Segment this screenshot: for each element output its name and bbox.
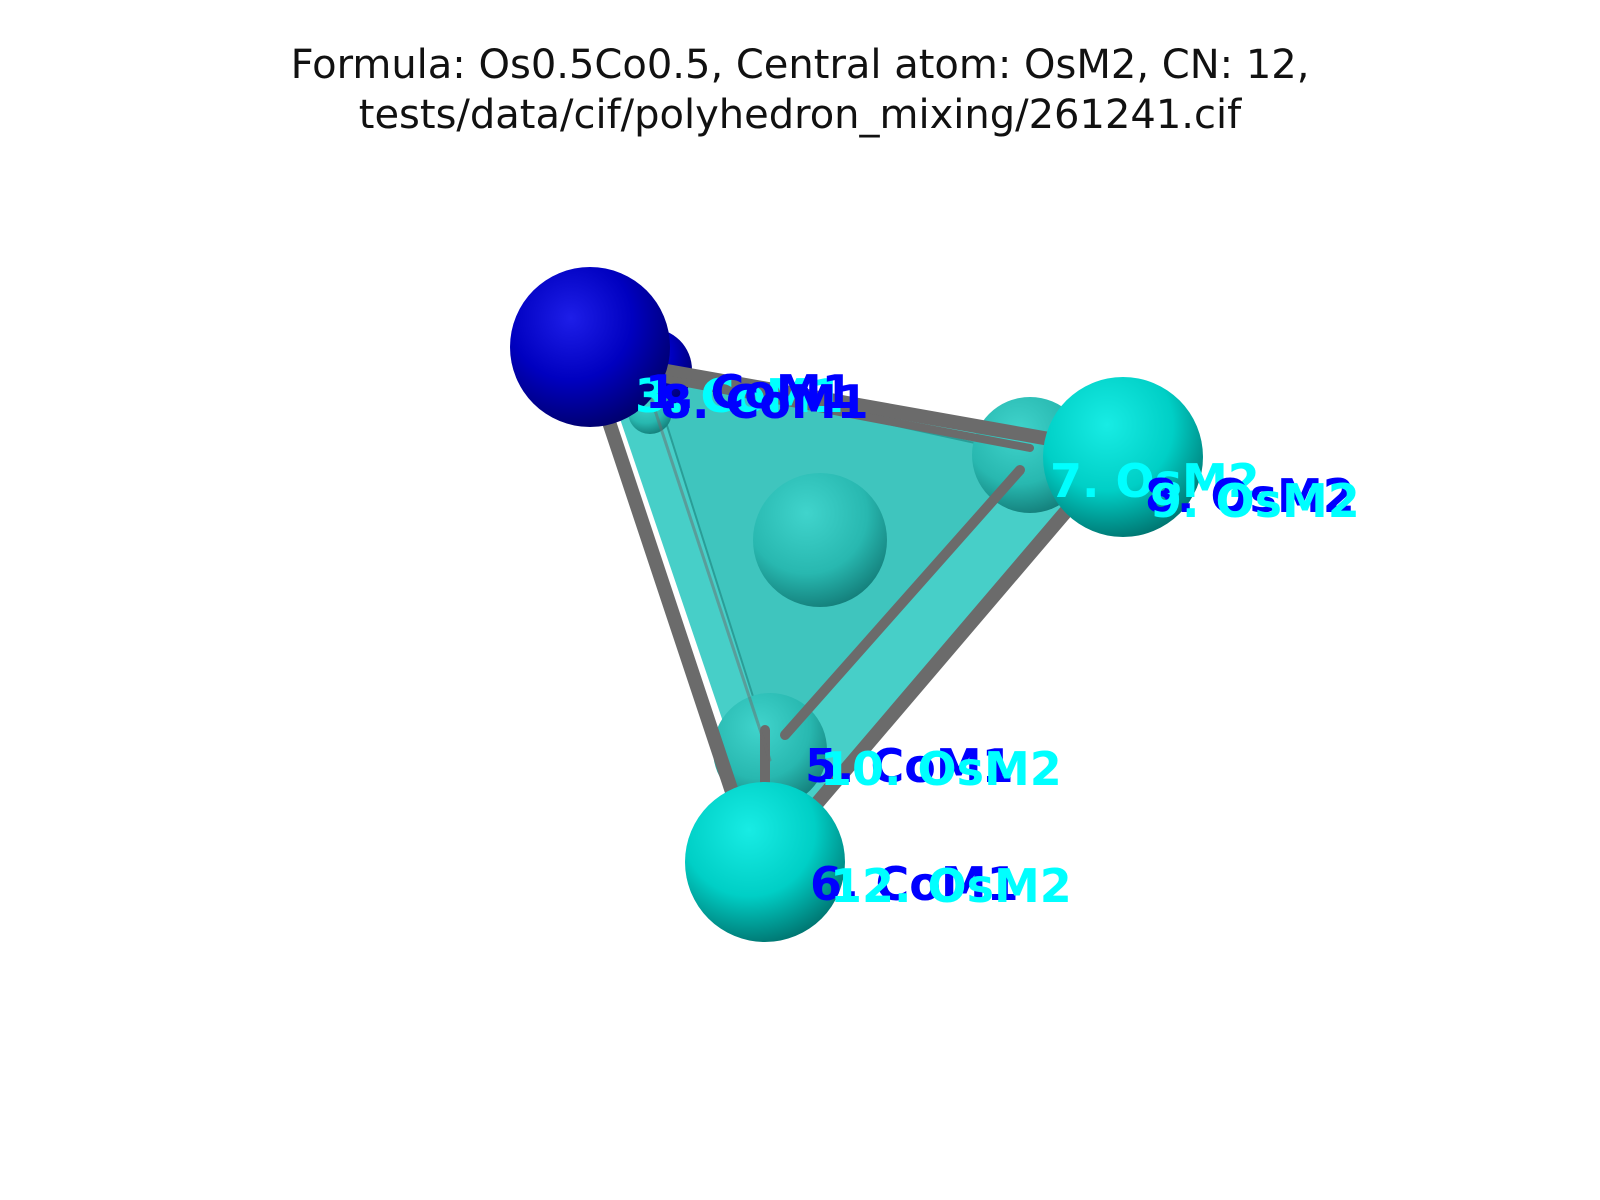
figure-title: Formula: Os0.5Co0.5, Central atom: OsM2,… [0,40,1600,140]
atom-label-5: 9. OsM2 [1150,474,1360,528]
atom-label-0: 3. CoM1 [635,369,844,423]
atom-label-3: 7. OsM2 [1050,454,1260,508]
atom-label-4: 8. OsM2 [1145,469,1355,523]
edge-left-inner [648,393,772,762]
atom-label-1: 1. CoM1 [645,365,854,419]
polyhedron-edges [598,353,1107,847]
edge-right-inner [780,465,1025,740]
atom-label-9: 12. OsM2 [830,859,1072,913]
atom-co-co-front-1 [510,267,670,427]
atom-label-2: 8. CoM1 [660,375,869,429]
front-atoms [510,267,1203,942]
edge-right [783,488,1087,842]
atom-os-os-center [753,473,887,607]
edge-left [598,403,755,847]
atom-label-7: 10. OsM2 [820,742,1062,796]
atom-os-os-top-right-front [1043,377,1203,537]
atom-label-6: 5. CoM1 [805,739,1014,793]
title-filepath-line: tests/data/cif/polyhedron_mixing/261241.… [358,92,1242,138]
atom-label-8: 6. CoM1 [810,857,1019,911]
title-formula-line: Formula: Os0.5Co0.5, Central atom: OsM2,… [290,42,1310,88]
atom-os-os-bottom-front [685,782,845,942]
edge-top [598,353,1107,455]
edge-top-inner [656,374,1034,452]
